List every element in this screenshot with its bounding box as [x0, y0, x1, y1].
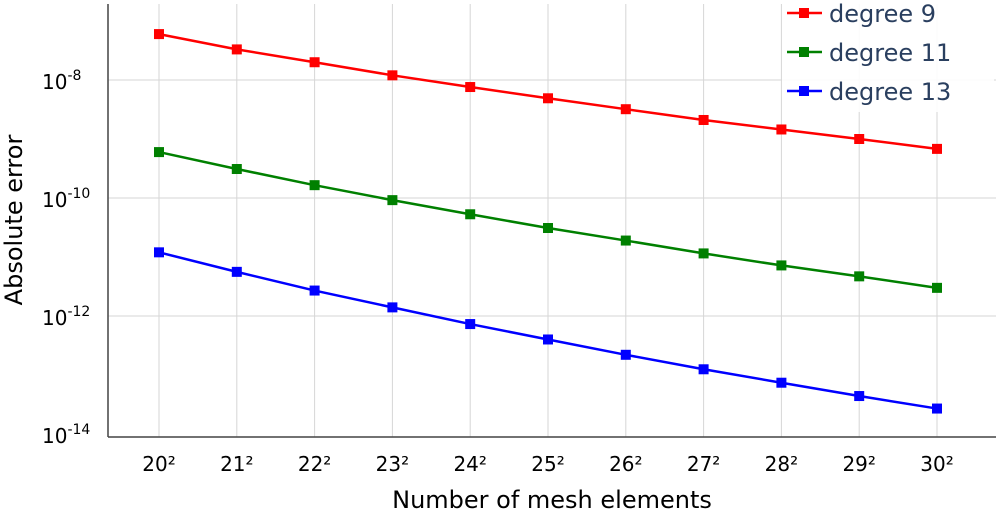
data-point [620, 235, 631, 246]
x-tick-label: 26² [609, 452, 642, 476]
data-point [620, 104, 631, 115]
data-point [387, 70, 398, 81]
legend-box [782, 0, 994, 112]
data-point [387, 195, 398, 206]
legend-marker [799, 47, 809, 57]
x-tick-label: 25² [531, 452, 564, 476]
legend-label: degree 9 [829, 0, 936, 28]
x-axis-title: Number of mesh elements [392, 486, 712, 511]
data-point [776, 124, 787, 135]
data-point [231, 266, 242, 277]
x-tick-label: 22² [298, 452, 331, 476]
data-point [854, 134, 865, 144]
y-tick-label: 10-10 [42, 186, 90, 212]
data-point [543, 93, 553, 104]
x-tick-label: 21² [220, 452, 253, 476]
data-point [309, 57, 320, 68]
axes-layer [107, 4, 996, 438]
data-point [543, 223, 553, 234]
data-point [620, 349, 631, 360]
ticks-layer: 20² 21² 22² 23² 24² 25² 26² 27² 28² 29² 30² 10-8 10-… [42, 68, 954, 476]
x-tick-label: 28² [765, 452, 798, 476]
legend-label: degree 11 [829, 39, 951, 67]
data-point [932, 143, 942, 154]
y-tick-label: 10-14 [42, 422, 90, 448]
y-tick-label: 10-8 [42, 68, 81, 94]
data-point [154, 247, 164, 258]
x-tick-label: 23² [376, 452, 409, 476]
x-tick-label: 30² [920, 452, 953, 476]
legend: degree 9 degree 11 degree 13 [782, 0, 994, 112]
y-tick-label: 10-12 [42, 304, 90, 330]
data-point [776, 260, 787, 271]
data-point [309, 285, 320, 296]
data-point [465, 82, 476, 93]
data-point [543, 334, 553, 345]
data-point [698, 248, 709, 259]
legend-marker [799, 8, 809, 18]
data-point [698, 114, 709, 125]
x-tick-label: 27² [687, 452, 720, 476]
data-point [387, 302, 398, 313]
y-axis-title: Absolute error [0, 135, 28, 306]
series-layer [154, 29, 942, 414]
data-point [465, 319, 476, 330]
legend-label: degree 13 [829, 78, 951, 106]
data-point [854, 391, 865, 402]
data-point [776, 377, 787, 388]
data-point [465, 209, 476, 220]
x-tick-label: 24² [453, 452, 486, 476]
data-point [932, 403, 942, 414]
x-tick-label: 29² [842, 452, 875, 476]
data-point [154, 29, 164, 40]
data-point [698, 364, 709, 375]
data-point [231, 44, 242, 55]
data-point [154, 147, 164, 158]
data-point [231, 164, 242, 175]
legend-marker [799, 86, 809, 96]
data-point [854, 271, 865, 282]
x-tick-label: 20² [142, 452, 175, 476]
data-point [932, 282, 942, 293]
data-point [309, 180, 320, 191]
